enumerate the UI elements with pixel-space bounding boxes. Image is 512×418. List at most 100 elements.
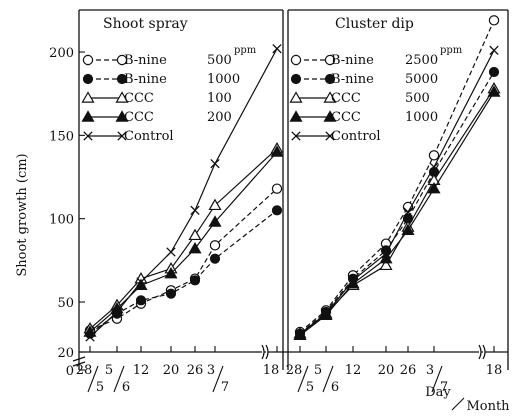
legend-marker xyxy=(289,110,303,122)
cross-stroke xyxy=(291,131,301,141)
data-point xyxy=(209,253,221,264)
series-line xyxy=(299,88,495,335)
y-axis-break-mark xyxy=(72,356,86,362)
data-point xyxy=(427,181,441,194)
data-point xyxy=(190,205,200,215)
legend-item: CCC 500 xyxy=(289,91,430,106)
cross-stroke xyxy=(325,131,335,141)
x-axis-break-mark xyxy=(265,344,269,360)
cross-stroke xyxy=(210,159,220,169)
series-lines xyxy=(83,15,501,342)
legend-item: CCC 1000 xyxy=(289,110,438,125)
legend-label: CCC xyxy=(124,91,154,106)
legend-marker xyxy=(323,110,337,122)
legend-label: CCC xyxy=(331,110,361,125)
data-point xyxy=(379,251,393,264)
legend-item: Control xyxy=(291,129,381,144)
legend-shoot-spray: ppm B-nine 500 B-nine 1000 CCC 100 CCC 200 Contro… xyxy=(81,45,257,144)
legend-item: CCC 100 xyxy=(81,91,232,106)
data-point xyxy=(401,223,415,236)
legend-dose: 200 xyxy=(207,110,232,125)
legend-marker xyxy=(117,131,127,141)
legend-marker xyxy=(291,131,301,141)
data-point xyxy=(428,150,440,161)
legend-marker xyxy=(116,54,128,66)
x-tick-label-day: 12 xyxy=(345,363,362,378)
x-month-slash xyxy=(87,365,99,393)
panel-title-cluster-dip: Cluster dip xyxy=(335,16,414,32)
x-tick-label-month: 5 xyxy=(306,380,314,395)
y-tick-label: 100 xyxy=(49,213,74,228)
x-tick-label-day: 18 xyxy=(263,363,280,378)
legend-marker xyxy=(83,131,93,141)
legend-item: B-nine 500 xyxy=(82,53,232,68)
cross-stroke xyxy=(85,332,95,342)
data-point xyxy=(208,215,222,227)
data-point xyxy=(379,258,393,271)
data-point xyxy=(488,66,500,78)
cross-stroke xyxy=(190,205,200,215)
panel-shoot-spray-series xyxy=(83,44,284,342)
data-point xyxy=(403,207,413,217)
x-month-slash xyxy=(297,365,309,393)
series-control-control xyxy=(85,44,282,342)
cross-stroke xyxy=(403,207,413,217)
legend-marker xyxy=(82,54,94,66)
data-point xyxy=(208,198,222,211)
data-point xyxy=(487,85,501,97)
series-line xyxy=(89,48,278,338)
data-point xyxy=(85,332,95,342)
x-tick-label-day: 5 xyxy=(105,363,113,378)
legend-label: B-nine xyxy=(331,53,374,68)
data-point xyxy=(381,249,391,259)
x-tick-label-day: 18 xyxy=(486,363,503,378)
data-point xyxy=(429,162,439,172)
legend-marker xyxy=(115,91,129,103)
x-tick-label-day: 12 xyxy=(133,363,150,378)
legend-marker xyxy=(81,110,95,122)
legend-unit-ppm: ppm xyxy=(440,45,463,56)
legend-marker xyxy=(325,131,335,141)
data-point xyxy=(209,240,221,251)
y-axis-break-mark xyxy=(72,361,86,367)
data-point xyxy=(271,183,283,194)
data-point xyxy=(136,277,146,287)
chart-frame xyxy=(72,9,509,370)
legend-label: Control xyxy=(331,129,381,144)
cross-stroke xyxy=(348,275,358,285)
legend-marker xyxy=(115,110,129,122)
legends: ppm B-nine 500 B-nine 1000 CCC 100 CCC 200 Contro… xyxy=(81,45,463,144)
cross-stroke xyxy=(117,131,127,141)
x-tick-label-day: 28 xyxy=(286,363,303,378)
data-point xyxy=(164,266,178,279)
series-ccc-100 xyxy=(83,141,284,334)
panel-title-shoot-spray: Shoot spray xyxy=(103,16,188,32)
legend-marker xyxy=(323,91,337,103)
legend-item: B-nine 2500 xyxy=(290,53,438,68)
cross-stroke xyxy=(112,307,122,317)
x-tick-label-day: 20 xyxy=(378,363,395,378)
x-tick-label-day: 5 xyxy=(314,363,322,378)
y-tick-label: 200 xyxy=(49,46,74,61)
series-line xyxy=(299,20,495,333)
legend-marker xyxy=(116,73,128,85)
x-tick-label-month: 5 xyxy=(96,380,104,395)
x-tick-label-day: 26 xyxy=(400,363,417,378)
legend-dose: 100 xyxy=(207,91,232,106)
x-axis-break-mark xyxy=(261,344,265,360)
y-axis-label: Shoot growth (cm) xyxy=(15,153,30,276)
data-point xyxy=(112,307,122,317)
legend-item: Control xyxy=(83,129,174,144)
legend-marker xyxy=(289,91,303,103)
legend-dose: 1000 xyxy=(405,110,438,125)
data-point xyxy=(348,275,358,285)
data-point xyxy=(321,309,331,319)
legend-label: Control xyxy=(124,129,174,144)
data-point xyxy=(165,288,177,299)
series-line xyxy=(299,71,495,335)
legend-label: CCC xyxy=(331,91,361,106)
legend-marker xyxy=(324,73,336,85)
data-point xyxy=(489,45,499,55)
